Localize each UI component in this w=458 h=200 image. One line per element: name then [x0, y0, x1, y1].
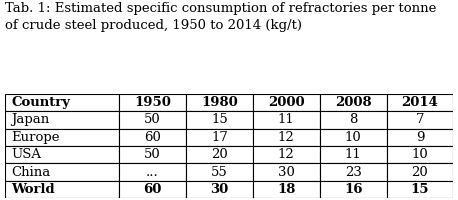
Bar [119, 111, 186, 129]
Bar [320, 163, 387, 181]
Bar [253, 94, 320, 111]
Bar [253, 181, 320, 198]
Bar [320, 181, 387, 198]
Text: 15: 15 [211, 113, 228, 126]
Text: 11: 11 [345, 148, 361, 161]
Text: 60: 60 [143, 183, 162, 196]
Text: 8: 8 [349, 113, 357, 126]
Text: Tab. 1: Estimated specific consumption of refractories per tonne
of crude steel : Tab. 1: Estimated specific consumption o… [5, 2, 437, 32]
Text: 10: 10 [412, 148, 428, 161]
Text: 1950: 1950 [134, 96, 171, 109]
Text: 2000: 2000 [268, 96, 305, 109]
Bar [5, 129, 119, 146]
Bar [387, 146, 453, 163]
Text: 1980: 1980 [201, 96, 238, 109]
Text: 18: 18 [277, 183, 295, 196]
Text: 55: 55 [211, 165, 228, 178]
Text: 30: 30 [210, 183, 229, 196]
Bar [119, 129, 186, 146]
Text: World: World [11, 183, 55, 196]
Bar [119, 146, 186, 163]
Bar [186, 94, 253, 111]
Bar [119, 181, 186, 198]
Bar [387, 129, 453, 146]
Bar [119, 163, 186, 181]
Bar [320, 146, 387, 163]
Bar [320, 94, 387, 111]
Text: 50: 50 [144, 148, 161, 161]
Text: 9: 9 [416, 131, 424, 144]
Text: 50: 50 [144, 113, 161, 126]
Text: 20: 20 [211, 148, 228, 161]
Bar [186, 111, 253, 129]
Text: 2014: 2014 [402, 96, 438, 109]
Bar [5, 146, 119, 163]
Bar [186, 146, 253, 163]
Text: USA: USA [11, 148, 41, 161]
Text: 20: 20 [412, 165, 428, 178]
Text: 11: 11 [278, 113, 294, 126]
Text: ...: ... [146, 165, 159, 178]
Bar [253, 163, 320, 181]
Text: Japan: Japan [11, 113, 49, 126]
Bar [5, 181, 119, 198]
Bar [387, 163, 453, 181]
Text: China: China [11, 165, 50, 178]
Bar [387, 94, 453, 111]
Text: 15: 15 [411, 183, 429, 196]
Text: 60: 60 [144, 131, 161, 144]
Text: 2008: 2008 [335, 96, 371, 109]
Text: 30: 30 [278, 165, 295, 178]
Bar [320, 129, 387, 146]
Bar [186, 129, 253, 146]
Bar [253, 129, 320, 146]
Text: 7: 7 [416, 113, 424, 126]
Bar [253, 111, 320, 129]
Bar [119, 94, 186, 111]
Bar [5, 94, 119, 111]
Text: Europe: Europe [11, 131, 60, 144]
Text: 12: 12 [278, 131, 294, 144]
Bar [387, 111, 453, 129]
Bar [186, 163, 253, 181]
Bar [186, 181, 253, 198]
Text: 12: 12 [278, 148, 294, 161]
Bar [5, 111, 119, 129]
Text: 10: 10 [345, 131, 361, 144]
Text: Country: Country [11, 96, 71, 109]
Text: 17: 17 [211, 131, 228, 144]
Bar [5, 163, 119, 181]
Text: 23: 23 [345, 165, 361, 178]
Text: 16: 16 [344, 183, 362, 196]
Bar [387, 181, 453, 198]
Bar [320, 111, 387, 129]
Bar [253, 146, 320, 163]
